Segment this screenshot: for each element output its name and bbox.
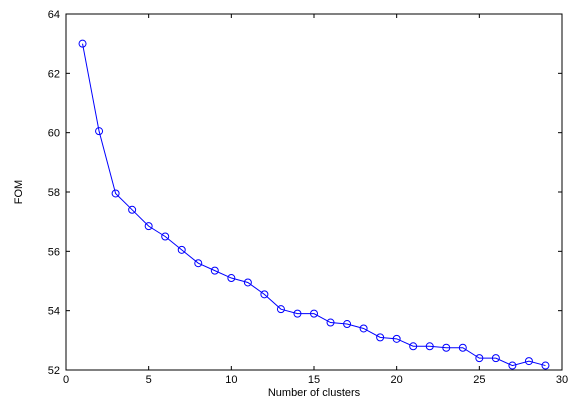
data-point	[541, 361, 550, 370]
y-tick-label: 52	[48, 365, 60, 377]
x-tick-label: 25	[473, 374, 485, 386]
x-axis-label: Number of clusters	[268, 387, 361, 399]
x-tick-label: 0	[63, 374, 69, 386]
data-point	[243, 278, 252, 287]
data-point	[524, 357, 533, 366]
data-point	[194, 259, 203, 268]
data-point	[227, 274, 236, 283]
x-tick-label: 10	[225, 374, 237, 386]
data-point	[326, 318, 335, 327]
y-axis-label: FOM	[13, 180, 25, 204]
data-point	[458, 343, 467, 352]
y-tick-label: 60	[48, 128, 60, 140]
y-tick-label: 56	[48, 246, 60, 258]
data-point	[276, 305, 285, 314]
y-tick-label: 58	[48, 187, 60, 199]
axes-frame	[65, 13, 563, 371]
data-point	[343, 320, 352, 329]
data-point	[177, 245, 186, 254]
data-point	[475, 354, 484, 363]
series-line	[82, 43, 546, 367]
data-point	[78, 39, 87, 48]
data-point	[128, 205, 137, 214]
data-point	[111, 189, 120, 198]
x-tick-label: 15	[308, 374, 320, 386]
data-point	[442, 343, 451, 352]
data-point	[161, 232, 170, 241]
x-tick-label: 30	[556, 374, 568, 386]
data-point	[293, 309, 302, 318]
data-point	[144, 222, 153, 231]
data-point	[425, 342, 434, 351]
data-point	[508, 361, 517, 370]
y-tick-label: 64	[48, 9, 60, 21]
data-point	[376, 333, 385, 342]
plot-area: 0 5 10 15 20 25 30 52 54 56 58 60 62 64	[48, 9, 568, 386]
data-point	[491, 354, 500, 363]
data-point	[409, 342, 418, 351]
x-tick-label: 5	[146, 374, 152, 386]
data-point	[310, 309, 318, 318]
data-point	[95, 127, 104, 136]
x-tick-label: 20	[391, 374, 403, 386]
data-point	[210, 266, 219, 275]
data-point	[392, 334, 401, 343]
y-tick-label: 62	[48, 68, 60, 80]
data-point	[260, 290, 269, 299]
y-tick-label: 54	[48, 306, 60, 318]
data-point	[359, 324, 368, 333]
